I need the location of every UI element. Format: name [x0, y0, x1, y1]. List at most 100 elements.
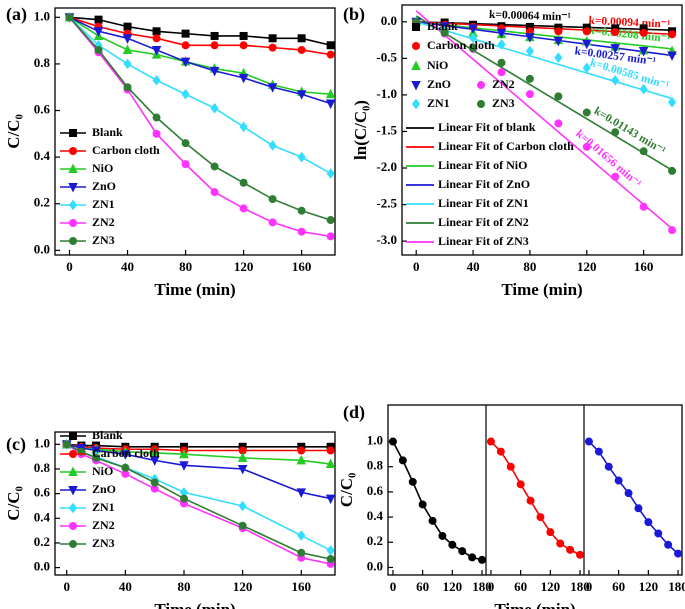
data-point: [639, 202, 648, 211]
data-point: [497, 39, 506, 50]
data-point: [297, 530, 306, 541]
data-point: [664, 540, 673, 549]
data-point: [554, 52, 563, 63]
data-point: [297, 227, 306, 236]
data-point: [123, 22, 132, 31]
data-point: [582, 27, 591, 36]
data-point: [122, 44, 133, 54]
series-line: [68, 16, 331, 221]
data-point: [458, 547, 467, 556]
legend-marker: [68, 485, 78, 496]
legend-label: ZN1: [427, 96, 450, 110]
data-point: [624, 489, 633, 498]
data-point: [237, 452, 248, 462]
data-point: [506, 462, 515, 471]
data-point: [554, 27, 563, 36]
legend-label: Carbon cloth: [427, 38, 495, 52]
series-line: [69, 16, 331, 105]
x-tick-label: 120: [577, 259, 597, 274]
data-point: [326, 50, 335, 59]
panel-label: (c): [6, 434, 26, 455]
data-point: [297, 34, 306, 43]
data-point: [210, 188, 219, 197]
panel-label: (a): [6, 4, 27, 25]
data-point: [120, 450, 131, 460]
data-point: [668, 166, 677, 175]
y-tick-label: -0.5: [376, 49, 397, 64]
series-line: [392, 441, 483, 561]
data-point: [93, 27, 104, 37]
y-tick-label: -2.5: [376, 196, 397, 211]
data-point: [210, 31, 219, 40]
y-tick-label: 0.0: [34, 559, 50, 574]
data-point: [525, 45, 535, 57]
data-point: [326, 545, 335, 556]
data-point: [239, 31, 248, 40]
data-point: [297, 45, 306, 54]
data-point: [94, 15, 103, 24]
data-point: [448, 540, 457, 549]
data-point: [654, 529, 663, 538]
y-tick-label: 0.8: [34, 460, 51, 475]
data-point: [239, 41, 248, 50]
data-point: [268, 34, 277, 43]
fit-line: [415, 10, 673, 230]
legend-label: ZN2: [92, 215, 115, 229]
data-point: [152, 113, 161, 122]
x-tick-label: 0: [66, 259, 73, 274]
y-tick-label: -2.0: [376, 159, 397, 174]
y-axis-title: ln(C/C₀): [351, 100, 370, 160]
x-tick-label: 160: [634, 259, 654, 274]
legend-label: ZN1: [92, 500, 115, 514]
x-tick-label: 0: [488, 579, 495, 594]
data-point: [238, 500, 247, 512]
panel-label: (d): [343, 402, 365, 423]
legend-label: ZN2: [92, 518, 115, 532]
data-point: [179, 461, 189, 471]
data-point: [151, 45, 162, 56]
legend-label: ZN2: [492, 77, 515, 91]
data-point: [326, 41, 335, 50]
x-tick-label: 180: [668, 579, 685, 594]
data-point: [209, 66, 220, 77]
data-point: [149, 456, 160, 466]
legend-label: Linear Fit of ZnO: [438, 177, 530, 191]
data-point: [516, 480, 525, 489]
y-axis-title: C/C₀: [337, 473, 356, 507]
data-point: [668, 226, 677, 235]
data-point: [325, 494, 336, 505]
legend-marker: [411, 60, 421, 70]
data-point: [181, 29, 190, 38]
y-tick-label: 0.0: [367, 558, 383, 573]
legend-marker: [69, 128, 78, 137]
legend-label: Linear Fit of ZN1: [438, 196, 529, 210]
data-point: [604, 462, 613, 471]
data-point: [62, 440, 71, 449]
data-point: [92, 453, 101, 462]
y-axis-title: C/C₀: [4, 114, 23, 148]
data-point: [667, 51, 677, 61]
data-point: [152, 34, 161, 43]
data-point: [536, 513, 545, 522]
legend-marker: [411, 22, 420, 31]
legend-marker: [68, 163, 78, 174]
data-point: [152, 129, 161, 138]
y-tick-label: -1.0: [376, 86, 397, 101]
data-point: [398, 456, 407, 465]
y-tick-label: -3.0: [376, 232, 397, 247]
data-point: [556, 539, 565, 548]
data-point: [468, 32, 478, 44]
x-axis-title: Time (min): [501, 280, 582, 299]
y-tick-label: 0.6: [34, 485, 51, 500]
data-point: [296, 90, 307, 100]
legend-marker: [68, 182, 78, 193]
legend-label: Carbon cloth: [92, 446, 160, 460]
legend-marker: [69, 522, 78, 531]
data-point: [478, 555, 487, 564]
legend-label: ZN3: [92, 233, 115, 247]
data-point: [418, 500, 427, 509]
data-point: [639, 28, 648, 37]
data-point: [667, 96, 677, 108]
data-point: [268, 140, 277, 151]
legend-marker: [476, 100, 485, 109]
